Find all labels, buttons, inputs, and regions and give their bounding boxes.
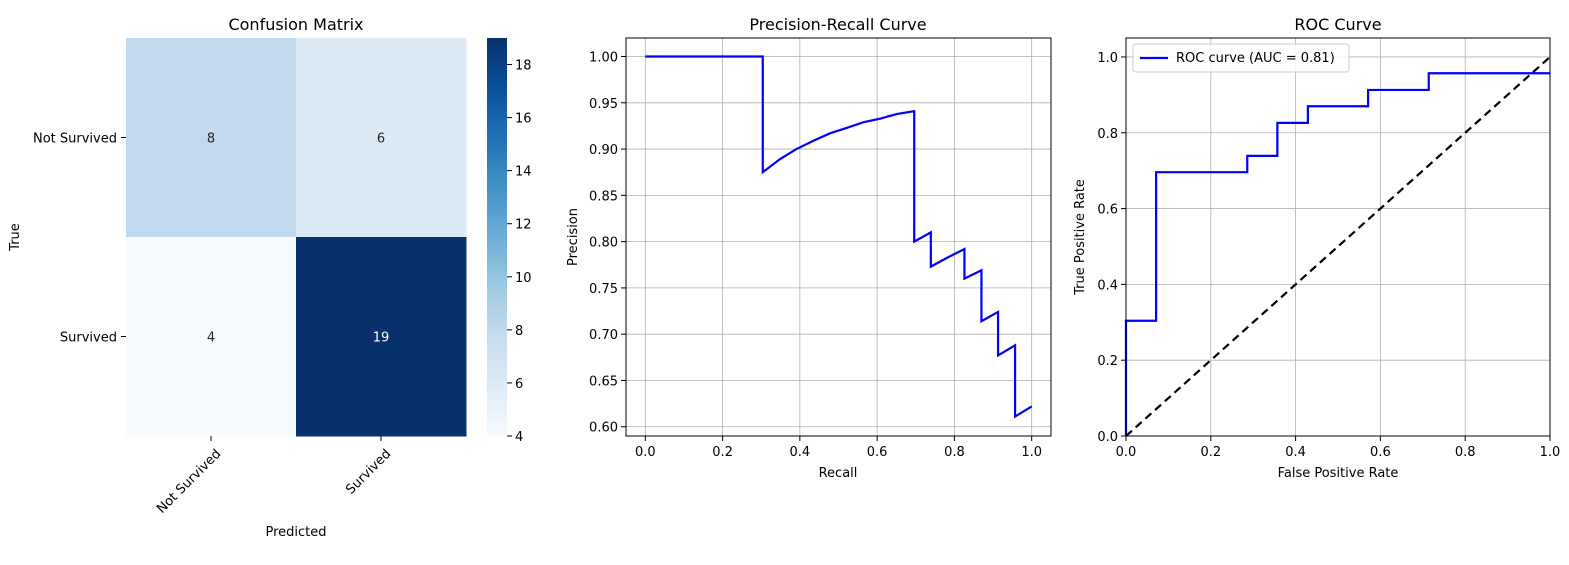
y-tick-label: 0.70 [589, 328, 618, 343]
heatmap-cell-value: 4 [207, 331, 215, 346]
heatmap-x-ticks: Not Survived Survived [154, 436, 394, 517]
heatmap-y-label: True [8, 223, 23, 252]
x-tick-label: 1.0 [1540, 445, 1561, 460]
heatmap-x-label: Predicted [265, 525, 326, 540]
pr-curve-title: Precision-Recall Curve [749, 15, 926, 34]
x-tick-label: 0.2 [712, 445, 733, 460]
roc-grid [1125, 38, 1551, 437]
y-tick-label: 0.75 [589, 282, 618, 297]
roc-ticks: 0.0 0.2 0.4 0.6 0.8 1.0 0.0 0.2 0.4 0.6 0.8 1.0 [1097, 51, 1560, 460]
colorbar-tick-label: 6 [515, 377, 523, 392]
pr-x-label: Recall [819, 466, 858, 481]
series-line [1124, 72, 1550, 436]
roc-curve-title: ROC Curve [1294, 15, 1381, 34]
colorbar-ticks: 4 6 8 10 12 14 16 18 [507, 59, 532, 445]
x-tick-label: 1.0 [1021, 445, 1042, 460]
series-line [645, 55, 1033, 419]
pr-series [645, 55, 1033, 419]
y-tick-label: 1.00 [589, 51, 618, 66]
y-tick-label: 0.65 [589, 374, 618, 389]
x-tick-label: 0.8 [944, 445, 965, 460]
heatmap-x-tick-label: Survived [343, 447, 394, 498]
x-tick-label: 0.6 [867, 445, 888, 460]
x-tick-label: 0.8 [1455, 445, 1476, 460]
heatmap-y-tick-label: Not Survived [33, 132, 117, 147]
y-tick-label: 0.80 [589, 236, 618, 251]
x-tick-label: 0.0 [635, 445, 656, 460]
colorbar [487, 38, 507, 436]
x-tick-label: 0.4 [1285, 445, 1306, 460]
heatmap-cell-value: 6 [377, 132, 385, 147]
legend-label: ROC curve (AUC = 0.81) [1176, 51, 1335, 66]
roc-legend: ROC curve (AUC = 0.81) [1132, 43, 1350, 73]
pr-y-label: Precision [566, 208, 581, 266]
y-tick-label: 0.95 [589, 97, 618, 112]
heatmap-cell [296, 237, 467, 437]
heatmap-x-tick-label: Not Survived [154, 447, 224, 517]
colorbar-tick-label: 10 [515, 271, 532, 286]
heatmap-cell-value: 8 [207, 132, 215, 147]
roc-y-label: True Positive Rate [1073, 179, 1088, 296]
heatmap-cells: 8 6 4 19 [126, 38, 467, 437]
x-tick-label: 0.0 [1116, 445, 1137, 460]
confusion-matrix-title: Confusion Matrix [228, 15, 363, 34]
roc-curve-panel: ROC Curve 0.0 0.2 0.4 0.6 0.8 1.0 0.0 0.2 0.4 0.6… [1073, 15, 1560, 481]
heatmap-cell [126, 237, 297, 437]
y-tick-label: 0.8 [1097, 127, 1118, 142]
heatmap-y-tick-label: Survived [60, 331, 117, 346]
y-tick-label: 0.60 [589, 421, 618, 436]
confusion-matrix-panel: Confusion Matrix 8 6 4 19 Not Survived Survi… [8, 15, 532, 540]
heatmap-cell [126, 38, 297, 238]
pr-ticks: 0.0 0.2 0.4 0.6 0.8 1.0 0.60 0.65 0.70 0.75 0.80 0.… [589, 51, 1042, 460]
colorbar-tick-label: 12 [515, 218, 532, 233]
heatmap-cell-value: 19 [373, 331, 390, 346]
colorbar-tick-label: 18 [515, 59, 532, 74]
pr-grid [626, 38, 1051, 436]
x-tick-label: 0.4 [790, 445, 811, 460]
heatmap-cell [296, 38, 467, 238]
y-tick-label: 0.2 [1097, 354, 1118, 369]
y-tick-label: 0.4 [1097, 278, 1118, 293]
colorbar-tick-label: 16 [515, 112, 532, 127]
legend-box [1132, 43, 1350, 73]
heatmap-y-ticks: Not Survived Survived [33, 132, 126, 346]
pr-axes-frame [625, 37, 1052, 437]
y-tick-label: 0.90 [589, 143, 618, 158]
roc-x-label: False Positive Rate [1278, 466, 1399, 481]
y-tick-label: 0.85 [589, 189, 618, 204]
x-tick-label: 0.6 [1370, 445, 1391, 460]
diagonal-reference-line [1125, 56, 1551, 437]
roc-series [1124, 56, 1551, 437]
roc-axes-frame [1125, 37, 1551, 437]
colorbar-tick-label: 14 [515, 165, 532, 180]
x-tick-label: 0.2 [1200, 445, 1221, 460]
y-tick-label: 0.6 [1097, 203, 1118, 218]
pr-curve-panel: Precision-Recall Curve 0.0 0.2 0.4 0.6 0.8 1.… [566, 15, 1052, 481]
colorbar-tick-label: 4 [515, 430, 523, 445]
y-tick-label: 1.0 [1097, 51, 1118, 66]
colorbar-tick-label: 8 [515, 324, 523, 339]
y-tick-label: 0.0 [1097, 430, 1118, 445]
